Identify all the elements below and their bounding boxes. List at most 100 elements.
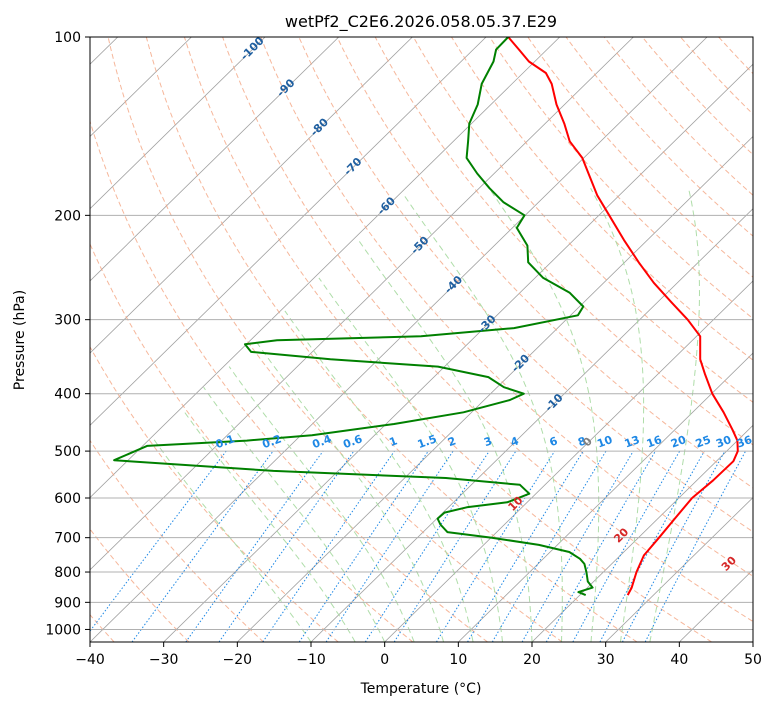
x-tick-label: 10 xyxy=(449,652,467,668)
dry-adiabat-label: 20 xyxy=(611,525,631,545)
isotherm-line xyxy=(605,496,753,642)
chart-title: wetPf2_C2E6.2026.058.05.37.E29 xyxy=(285,12,557,32)
dry-adiabat-line xyxy=(451,37,753,361)
dry-adiabat-line xyxy=(90,345,339,642)
mixing-ratio-label: 1 xyxy=(388,434,400,449)
dry-adiabat-line xyxy=(603,37,753,196)
isotherm-line xyxy=(90,37,487,426)
dewpoint-profile-line xyxy=(113,37,594,597)
isotherm-line xyxy=(90,37,708,642)
mixing-ratio-line xyxy=(621,450,726,642)
mixing-ratio-label: 0.6 xyxy=(341,432,364,451)
y-tick-label: 200 xyxy=(54,208,81,224)
y-tick-label: 500 xyxy=(54,444,81,460)
dry-adiabat-line xyxy=(757,37,775,642)
x-tick-label: −40 xyxy=(75,652,105,668)
dry-adiabat-line xyxy=(90,119,488,642)
isotherm-line xyxy=(90,37,192,138)
isotherm-line xyxy=(384,280,753,642)
isotherm-label: -40 xyxy=(442,273,465,296)
mixing-ratio-line xyxy=(572,450,681,642)
profiles xyxy=(113,37,739,597)
plot-area xyxy=(90,37,775,642)
x-tick-label: 30 xyxy=(597,652,615,668)
y-tick-label: 900 xyxy=(54,595,81,611)
dry-adiabat-line xyxy=(90,528,190,642)
mixing-ratio-label: 10 xyxy=(595,433,614,451)
mixing-ratio-line xyxy=(435,450,556,642)
mixing-ratio-line xyxy=(90,450,227,632)
mixing-ratio-label: 8 xyxy=(576,434,588,449)
y-tick-label: 700 xyxy=(54,531,81,547)
moist-adiabat-line xyxy=(182,409,356,642)
mixing-ratio-line xyxy=(545,450,656,642)
moist-adiabat-line xyxy=(284,310,474,642)
moist-adiabat-line xyxy=(357,239,533,642)
moist-adiabat-line xyxy=(590,187,645,642)
dry-adiabats xyxy=(90,37,775,642)
mixing-ratio-label: 16 xyxy=(645,433,664,451)
mixing-ratio-label: 0.4 xyxy=(311,432,334,451)
isotherm-line xyxy=(531,424,753,642)
dry-adiabat-line xyxy=(183,37,712,642)
mixing-ratio-line xyxy=(599,450,705,642)
isotherm-label: -80 xyxy=(308,115,331,138)
isotherm-line xyxy=(90,37,561,499)
mixing-ratio-line xyxy=(262,450,395,642)
isotherm-label: -10 xyxy=(542,391,565,414)
y-tick-label: 100 xyxy=(54,30,81,46)
mixing-ratio-line xyxy=(298,450,429,642)
isotherm-line xyxy=(90,37,340,282)
x-tick-label: 40 xyxy=(670,652,688,668)
isotherm-line xyxy=(237,135,753,642)
isotherm-label: -90 xyxy=(274,76,297,99)
x-tick-label: 50 xyxy=(744,652,762,668)
dry-adiabat-line xyxy=(298,37,753,533)
temperature-profile-line xyxy=(507,37,739,596)
mixing-ratio-label: 20 xyxy=(669,433,688,451)
mixing-ratio-label: 1.5 xyxy=(416,432,439,451)
x-axis-label: Temperature (°C) xyxy=(360,681,482,697)
isotherm-line xyxy=(310,208,753,642)
mixing-ratio-line xyxy=(131,450,274,642)
moist-adiabat-line xyxy=(488,187,600,642)
mixing-ratio-label: 0.1 xyxy=(214,432,237,451)
mixing-ratio-label: 25 xyxy=(694,433,713,450)
moist-adiabat-line xyxy=(152,437,312,642)
isotherm-label: -60 xyxy=(375,194,398,217)
isotherm-line xyxy=(90,37,413,354)
moist-adiabat-line xyxy=(318,277,503,642)
mixing-ratio-label: 36 xyxy=(735,433,754,451)
dry-adiabat-line xyxy=(107,37,563,642)
mixing-ratio-label: 30 xyxy=(714,433,733,451)
isotherm-label: -100 xyxy=(238,34,267,63)
y-tick-label: 400 xyxy=(54,387,81,403)
moist-adiabats xyxy=(152,187,701,642)
x-tick-label: 20 xyxy=(523,652,541,668)
y-axis-label: Pressure (hPa) xyxy=(12,290,28,390)
x-tick-label: −10 xyxy=(296,652,326,668)
dry-adiabat-line xyxy=(374,37,753,446)
dry-adiabat-line xyxy=(680,37,753,115)
axes: −40 −30 −20 −10 0 10 20 30 40 5010020030040050060… xyxy=(45,30,762,668)
moist-adiabat-line xyxy=(254,340,445,642)
overlay-labels: 0.1 0.2 0.4 0.6 1 1.5 2 3 4 6 8 10 13 16 20 25 30 36-100-… xyxy=(214,34,754,574)
mixing-ratio-label: 6 xyxy=(548,434,560,449)
x-tick-label: −30 xyxy=(149,652,179,668)
dry-adiabat-line xyxy=(145,37,638,642)
isotherm-label: -50 xyxy=(408,234,431,257)
mixing-ratio-line xyxy=(364,450,490,642)
mixing-ratio-label: 3 xyxy=(482,434,494,449)
moist-adiabat-line xyxy=(228,366,415,642)
pressure-gridlines xyxy=(90,37,753,630)
mixing-ratio-line xyxy=(467,450,584,642)
dry-adiabat-line xyxy=(489,37,753,320)
isotherm-label: -70 xyxy=(341,155,364,178)
x-tick-label: −20 xyxy=(223,652,253,668)
isotherm-line xyxy=(163,63,753,642)
isotherm-line xyxy=(752,641,753,642)
y-tick-label: 800 xyxy=(54,565,81,581)
dry-adiabat-line xyxy=(336,37,753,489)
